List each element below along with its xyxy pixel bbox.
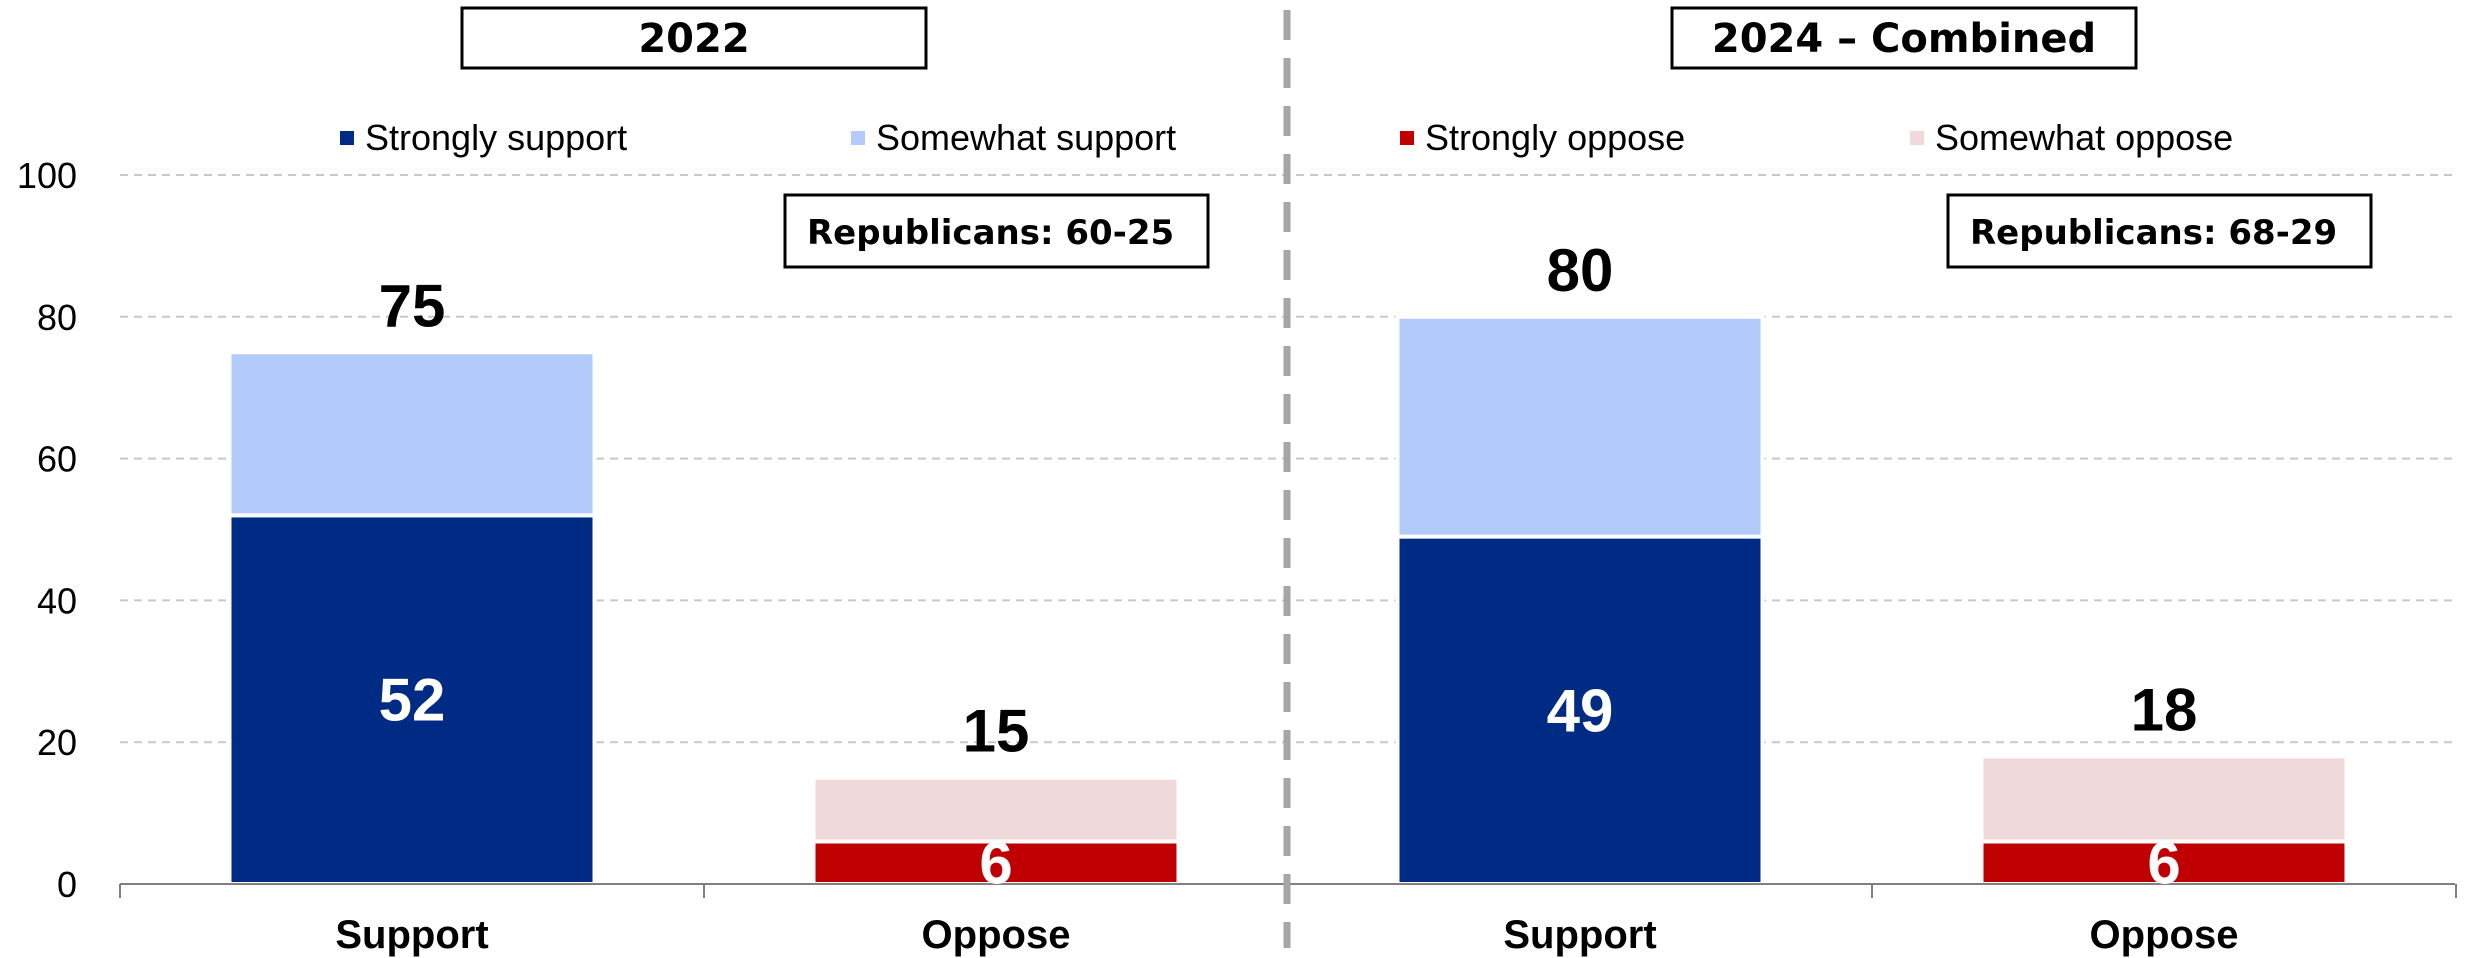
bar-segment-strongly-support [227, 513, 597, 886]
category-label-support: Support [1503, 913, 1656, 957]
legend-swatch-strongly-oppose [1400, 131, 1414, 145]
note-label: Republicans: 68-29 [1970, 213, 2337, 253]
segment-value-label: 52 [379, 667, 446, 734]
y-tick-label-20: 20 [37, 722, 77, 763]
panel-title-box [460, 6, 928, 70]
segment-value-label: 6 [2147, 830, 2180, 897]
y-tick-label-80: 80 [37, 297, 77, 338]
panel-title: 2024 – Combined [1712, 16, 2096, 62]
segment-value-label: 6 [979, 830, 1012, 897]
y-tick-label-40: 40 [37, 580, 77, 621]
bar-total-label: 18 [2131, 676, 2198, 743]
bar-segment-somewhat-oppose [1979, 754, 2349, 844]
bar-segment-somewhat-support [1395, 314, 1765, 539]
note-label: Republicans: 60-25 [807, 213, 1174, 253]
legend-label-strongly-support: Strongly support [365, 117, 627, 158]
data-labels: 52 75 6 15 49 80 6 18 [379, 237, 2198, 897]
bar-segment-somewhat-oppose [811, 775, 1181, 844]
bar-segment-strongly-oppose [1979, 839, 2349, 887]
panel-title-box [1670, 6, 2138, 70]
legend-label-strongly-oppose: Strongly oppose [1425, 117, 1685, 158]
legend-label-somewhat-oppose: Somewhat oppose [1935, 117, 2233, 158]
note-box [1946, 193, 2373, 269]
category-label-oppose: Oppose [2090, 913, 2239, 957]
bar-total-label: 15 [963, 698, 1030, 765]
note-box [783, 193, 1210, 269]
category-label-support: Support [335, 913, 488, 957]
panel-headers: 2022 Republicans: 60-25 2024 – Combined Rep… [460, 6, 2373, 269]
axes: 0 20 40 60 80 100 Support Oppose Support Oppose [17, 10, 2457, 957]
y-tick-label-60: 60 [37, 439, 77, 480]
panel-title: 2022 [638, 16, 749, 62]
bars [227, 314, 2349, 887]
legend-label-somewhat-support: Somewhat support [876, 117, 1176, 158]
bar-segment-somewhat-support [227, 350, 597, 518]
y-tick-label-0: 0 [57, 864, 77, 905]
category-label-oppose: Oppose [922, 913, 1071, 957]
y-tick-label-100: 100 [17, 155, 77, 196]
segment-value-label: 49 [1547, 677, 1614, 744]
bar-total-label: 80 [1547, 237, 1614, 304]
legend-swatch-strongly-support [340, 131, 354, 145]
bar-total-label: 75 [379, 272, 446, 339]
legend-swatch-somewhat-support [851, 131, 865, 145]
legend-swatch-somewhat-oppose [1910, 131, 1924, 145]
legend: Strongly support Somewhat support Strongly… [340, 117, 2233, 158]
bar-segment-strongly-oppose [811, 839, 1181, 887]
